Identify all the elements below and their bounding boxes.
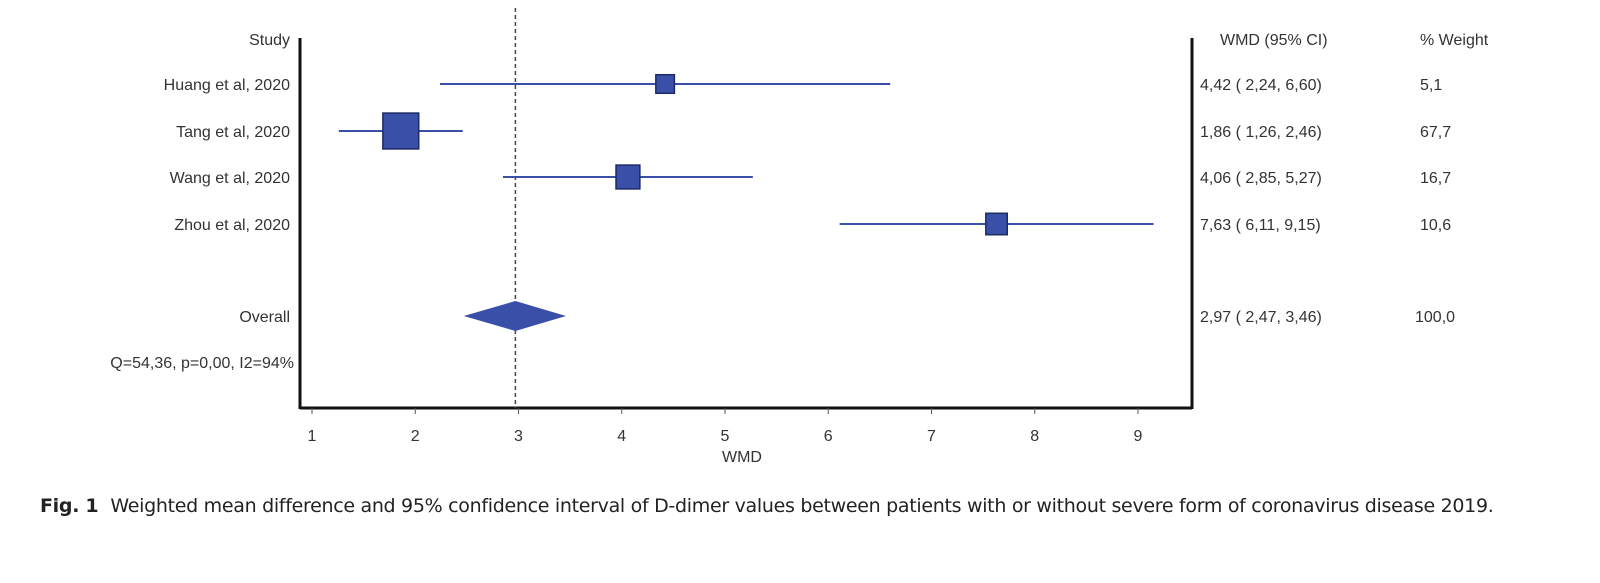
header-weight: % Weight [1420, 32, 1489, 49]
x-tick-label: 5 [721, 428, 730, 445]
study-marker [655, 73, 676, 95]
figure-caption: Fig. 1 Weighted mean difference and 95% c… [40, 492, 1570, 521]
x-tick-label: 7 [927, 428, 936, 445]
x-tick-label: 1 [308, 428, 317, 445]
header-study: Study [249, 32, 290, 49]
study-weight-text: 5,1 [1420, 77, 1442, 94]
study-label: Zhou et al, 2020 [174, 217, 290, 234]
overall-ci-text: 2,97 ( 2,47, 3,46) [1200, 309, 1322, 326]
study-ci-text: 4,42 ( 2,24, 6,60) [1200, 77, 1322, 94]
x-tick-label: 6 [824, 428, 833, 445]
study-label: Tang et al, 2020 [176, 124, 290, 141]
figure-number: Fig. 1 [40, 495, 99, 517]
study-marker [382, 112, 420, 150]
study-marker [985, 212, 1009, 236]
overall-label: Overall [239, 309, 290, 326]
study-ci-text: 7,63 ( 6,11, 9,15) [1200, 217, 1321, 234]
study-weight-text: 10,6 [1420, 217, 1451, 234]
heterogeneity-stats: Q=54,36, p=0,00, I2=94% [110, 355, 294, 372]
study-ci-text: 1,86 ( 1,26, 2,46) [1200, 124, 1322, 141]
x-tick-label: 2 [411, 428, 420, 445]
x-tick-label: 3 [514, 428, 523, 445]
x-tick-label: 9 [1134, 428, 1143, 445]
x-tick-label: 4 [617, 428, 626, 445]
study-weight-text: 16,7 [1420, 170, 1451, 187]
study-ci-text: 4,06 ( 2,85, 5,27) [1200, 170, 1322, 187]
study-marker [615, 164, 641, 190]
x-tick-label: 8 [1030, 428, 1039, 445]
caption-text: Weighted mean difference and 95% confide… [110, 495, 1494, 517]
x-axis-label: WMD [722, 449, 762, 466]
header-wmd-ci: WMD (95% CI) [1220, 32, 1328, 49]
forest-plot: 1 2 3 4 5 6 7 8 9 WMD Study WMD (95% CI) % Weight Hua… [110, 8, 1489, 466]
overall-diamond [463, 301, 566, 331]
overall-weight-text: 100,0 [1415, 309, 1455, 326]
study-label: Wang et al, 2020 [170, 170, 290, 187]
study-weight-text: 67,7 [1420, 124, 1451, 141]
study-label: Huang et al, 2020 [164, 77, 290, 94]
